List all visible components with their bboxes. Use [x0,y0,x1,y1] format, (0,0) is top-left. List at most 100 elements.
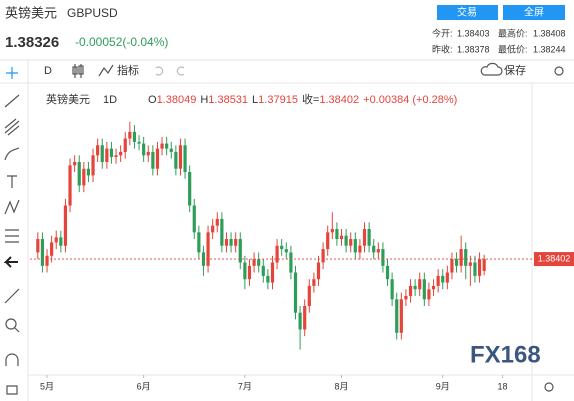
last-price-tag [534,252,574,267]
candle-body [211,225,215,233]
candle-body [119,151,123,156]
candle-body [54,237,58,243]
candle-body [142,143,146,156]
stat-label: 最低价: [498,43,528,54]
stat-label: 今开: [432,27,453,38]
candle-body [473,262,477,276]
candle-body [82,168,86,186]
candle-body [289,252,293,273]
axis-settings-icon[interactable] [544,382,554,392]
candle-body [206,232,210,266]
watermark: FX168 [470,341,541,368]
candle-body [68,165,72,206]
save-button[interactable]: 保存 [504,63,526,77]
candle-body [450,259,454,273]
symbol-code: GBPUSD [67,6,118,20]
trade-button[interactable] [437,5,498,20]
legend-interval: 1D [103,94,117,106]
candle-body [436,275,440,286]
candle-body [395,299,399,333]
candle-body [257,259,261,266]
legend-part: 1.37915 [258,94,298,106]
candle-body [399,299,403,333]
settings-icon[interactable] [554,66,564,76]
candle-body [169,148,173,152]
last-price: 1.38326 [5,34,59,51]
candle-body [109,148,114,157]
candle-body [298,312,302,330]
legend-ohlc: O1.38049 H1.38531 L1.37915 收=1.38402 +0.0038… [148,92,457,106]
candle-body [238,239,242,263]
fullscreen-button-label[interactable]: 全屏 [524,6,544,19]
cloud-icon[interactable] [480,62,503,76]
x-tick-label: 6月 [137,381,151,391]
plot: 5月 6月 7月 8月 9月 18 1.38402 [28,83,574,401]
candle-body [73,162,77,166]
legend-part: L [252,94,258,106]
stat-value: 1.38408 [533,28,566,38]
candle-body [454,259,459,266]
candle-body [224,239,229,246]
candle-body [261,265,265,276]
candle-body [234,239,238,246]
candle-body [468,262,472,266]
candle-body [427,289,431,300]
candle-body [275,245,279,263]
undo-icon[interactable] [155,66,164,76]
candle-body [40,239,45,266]
candle-body [128,131,132,139]
candle-body [358,245,362,253]
candle-body [353,239,357,253]
candle-body [362,228,367,246]
candle-body [146,151,150,156]
candle-body [229,239,233,246]
candle-body [330,228,334,233]
candle-type-icon[interactable] [72,64,84,78]
fullscreen-button[interactable] [503,5,565,20]
candle-body [381,249,385,266]
candle-body [220,218,224,246]
legend-part: 1.38531 [208,94,248,106]
candle-body [372,245,376,253]
candle-body [339,235,344,240]
candle-body [96,145,100,156]
candle-body [243,262,247,280]
indicators-button[interactable]: 指标 [117,63,139,77]
drawing-tools[interactable] [3,67,20,395]
candle-body [408,285,413,296]
candle-body [155,148,160,169]
stat-label: 最高价: [498,27,528,38]
candle-body [188,172,192,206]
candle-body [376,249,380,253]
x-tick-label: 18 [498,381,508,391]
x-tick-label: 7月 [238,381,252,391]
candle-body [123,138,127,152]
candle-body [174,151,178,169]
legend-title: 英镑美元 [46,92,90,106]
stat-value: 1.38378 [457,44,490,54]
candle-body [349,239,353,246]
candle-body [367,228,371,246]
candle-body [418,279,422,290]
candle-body [390,279,394,300]
candle-body [77,162,81,186]
candle-body [293,272,298,313]
stat-value: 1.38244 [533,44,566,54]
legend-part: 收= [302,92,319,106]
candle-body [63,205,68,246]
candle-body [477,259,482,276]
candle-body [270,262,275,283]
legend-part: O [148,94,157,106]
interval-button[interactable]: D [44,65,52,77]
redo-icon[interactable] [176,66,185,76]
candle-body [247,265,252,280]
indicator-icon[interactable] [98,64,114,77]
candle-body [280,245,284,250]
candle-body [252,259,256,266]
candle-body [312,279,316,286]
trade-button-label[interactable]: 交易 [457,6,477,19]
candle-body [114,155,118,157]
candle-body [192,205,196,233]
